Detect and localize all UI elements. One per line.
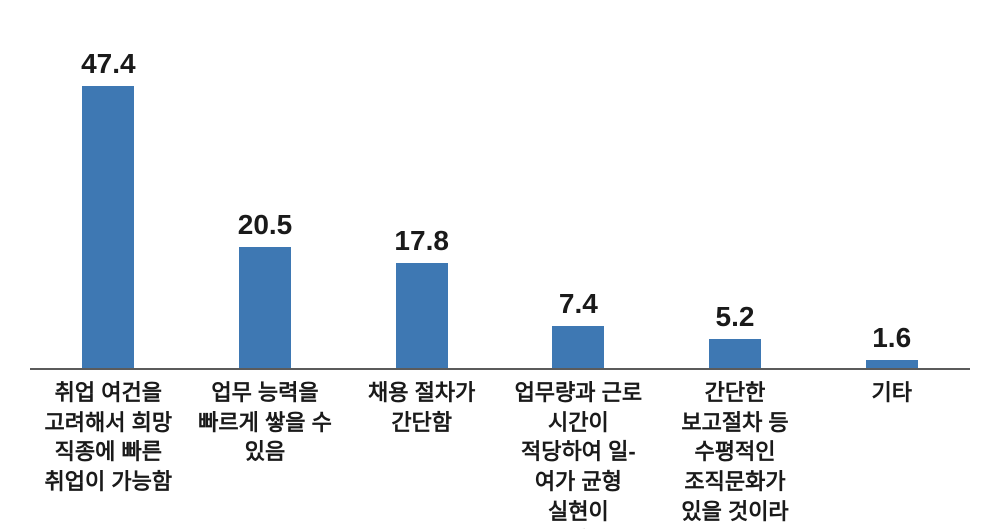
bar	[239, 247, 291, 370]
category-label: 간단한 보고절차 등 수평적인 조직문화가 있을 것이라 생각	[663, 378, 808, 529]
bar-slot: 5.2	[657, 20, 814, 370]
bar-slot: 20.5	[187, 20, 344, 370]
bars-container: 47.4 20.5 17.8 7.4 5.2 1.6	[30, 20, 970, 370]
category-label-slot: 업무량과 근로 시간이 적당하여 일-여가 균형 실현이 가능하다고 느낌	[500, 378, 657, 529]
bar-value-label: 20.5	[238, 209, 293, 241]
category-label: 업무량과 근로 시간이 적당하여 일-여가 균형 실현이 가능하다고 느낌	[506, 378, 651, 529]
bar	[552, 326, 604, 370]
x-axis	[30, 368, 970, 370]
category-label: 채용 절차가 간단함	[349, 378, 494, 437]
category-label-slot: 업무 능력을 빠르게 쌓을 수 있음	[187, 378, 344, 529]
category-label-slot: 채용 절차가 간단함	[343, 378, 500, 529]
plot-area: 47.4 20.5 17.8 7.4 5.2 1.6	[30, 20, 970, 370]
bar	[396, 263, 448, 370]
bar-slot: 17.8	[343, 20, 500, 370]
bar-value-label: 7.4	[559, 288, 598, 320]
category-label: 업무 능력을 빠르게 쌓을 수 있음	[193, 378, 338, 467]
category-label-slot: 간단한 보고절차 등 수평적인 조직문화가 있을 것이라 생각	[657, 378, 814, 529]
bar-slot: 7.4	[500, 20, 657, 370]
category-labels: 취업 여건을 고려해서 희망 직종에 빠른 취업이 가능함업무 능력을 빠르게 …	[30, 378, 970, 529]
bar	[709, 339, 761, 370]
category-label-slot: 취업 여건을 고려해서 희망 직종에 빠른 취업이 가능함	[30, 378, 187, 529]
category-label-slot: 기타	[813, 378, 970, 529]
bar-chart: 47.4 20.5 17.8 7.4 5.2 1.6 취업 여건을 고려해서 희망 직종에…	[0, 0, 1000, 529]
category-label: 취업 여건을 고려해서 희망 직종에 빠른 취업이 가능함	[36, 378, 181, 497]
bar-value-label: 47.4	[81, 48, 136, 80]
bar-value-label: 1.6	[872, 322, 911, 354]
bar-value-label: 17.8	[394, 225, 449, 257]
bar-slot: 47.4	[30, 20, 187, 370]
bar-value-label: 5.2	[716, 301, 755, 333]
bar	[82, 86, 134, 370]
bar-slot: 1.6	[813, 20, 970, 370]
category-label: 기타	[871, 378, 911, 408]
